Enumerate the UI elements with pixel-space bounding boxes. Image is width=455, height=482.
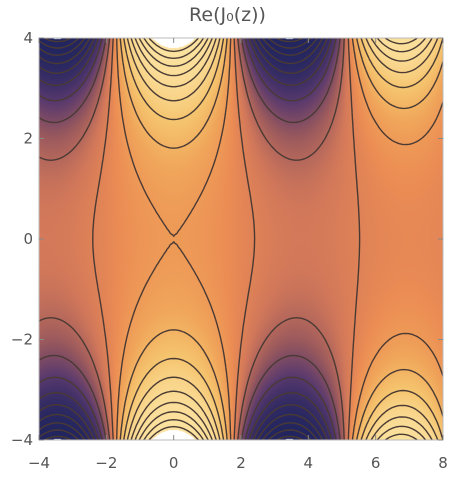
x-tick-label: −4	[28, 454, 50, 472]
y-tick-label: 2	[23, 130, 33, 148]
x-tick-label: 4	[304, 454, 314, 472]
x-tick-label: 2	[236, 454, 246, 472]
contour-heatmap	[39, 38, 443, 440]
x-tick-label: 8	[438, 454, 448, 472]
y-tick-label: 0	[23, 230, 33, 248]
x-tick-label: 6	[371, 454, 381, 472]
y-tick-label: −2	[11, 331, 33, 349]
chart-title: Re(J₀(z))	[189, 4, 266, 26]
x-tick-label: 0	[169, 454, 179, 472]
y-tick-label: 4	[23, 29, 33, 47]
y-tick-label: −4	[11, 431, 33, 449]
axis-ticks: −4 −2 0 2 4 6 8 −4 −2 0 2 4	[11, 29, 448, 472]
x-tick-label: −2	[95, 454, 117, 472]
